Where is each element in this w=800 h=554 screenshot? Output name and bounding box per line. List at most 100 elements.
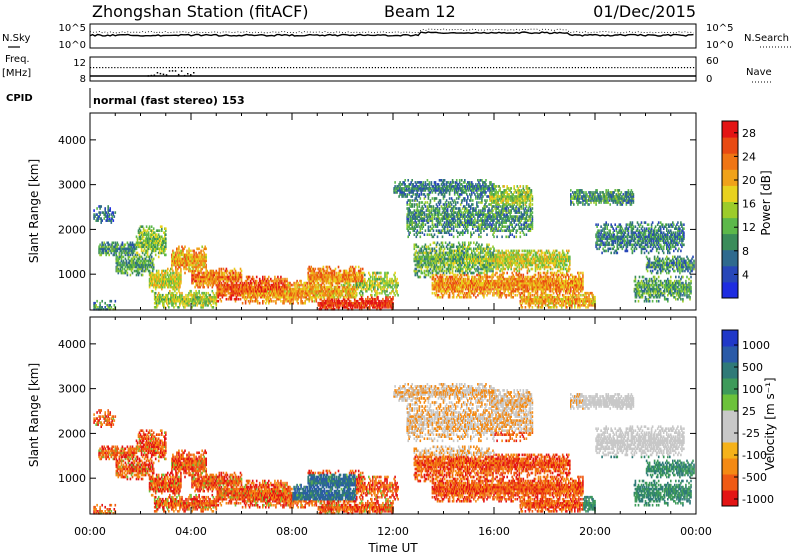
power-cell (150, 289, 153, 293)
power-cell (111, 247, 114, 251)
nave-dot (335, 67, 337, 69)
power-cell (138, 267, 141, 271)
power-cell (231, 281, 234, 285)
power-cell (244, 285, 247, 289)
power-cell (156, 293, 159, 297)
power-cell (135, 235, 138, 239)
nave-dot (244, 67, 246, 69)
power-cell (165, 273, 167, 277)
power-cell (188, 265, 190, 269)
power-cell (114, 249, 117, 253)
power-cell (172, 253, 174, 257)
power-cell (172, 259, 174, 263)
power-cell (97, 217, 99, 220)
power-cell (204, 299, 207, 303)
power-cell (245, 297, 248, 301)
power-cell (170, 283, 172, 287)
power-cell (228, 277, 231, 281)
power-cell (122, 247, 125, 251)
power-cell (164, 275, 166, 279)
power-cell (212, 275, 215, 279)
power-cell (154, 285, 157, 289)
nave-dot (171, 67, 173, 69)
power-cell (185, 261, 187, 265)
power-cell (145, 241, 148, 245)
power-cell (201, 275, 204, 279)
power-cell (198, 291, 200, 295)
power-cell (203, 257, 206, 261)
power-cell (252, 279, 255, 283)
nave-dot (277, 67, 280, 69)
power-cell (256, 301, 259, 305)
power-cell (185, 297, 187, 301)
power-cell (157, 275, 160, 279)
power-cell (151, 289, 154, 293)
power-cell (192, 277, 194, 281)
power-cell (228, 285, 231, 289)
power-cell (141, 225, 144, 229)
power-cell (151, 269, 154, 273)
power-cell (198, 271, 200, 275)
power-cell (206, 275, 209, 279)
power-cell (175, 304, 177, 307)
power-cell (211, 306, 214, 309)
power-cell (200, 279, 202, 283)
power-cell (236, 277, 239, 281)
power-cell (231, 277, 234, 281)
power-cell (226, 289, 229, 293)
power-cell (227, 297, 230, 301)
power-cell (227, 279, 230, 283)
power-cell (173, 287, 175, 291)
power-cell (141, 241, 144, 245)
power-cell (222, 277, 225, 281)
power-cell (152, 267, 155, 271)
power-cell (157, 301, 160, 305)
nave-dot (508, 67, 510, 69)
power-cell (164, 227, 166, 231)
power-cell (143, 247, 146, 251)
power-cell (201, 245, 204, 249)
power-cell (409, 199, 412, 202)
power-cell (201, 273, 204, 277)
power-cell (197, 255, 199, 259)
power-cell (174, 261, 176, 265)
power-cell (190, 253, 192, 257)
nave-dot (353, 67, 355, 69)
power-cell (118, 251, 121, 255)
power-cell (128, 251, 131, 255)
power-cell (188, 249, 190, 253)
power-cell (235, 295, 238, 299)
power-cell (151, 233, 154, 237)
power-cell (168, 306, 170, 309)
power-cell (127, 257, 130, 261)
power-cell (202, 255, 205, 259)
power-cell (99, 247, 101, 251)
power-cell (195, 257, 197, 261)
freq-tick-top: 12 (73, 58, 86, 69)
power-cell (164, 245, 166, 249)
power-cell (198, 283, 200, 287)
power-cell (224, 285, 227, 289)
power-cell (168, 299, 170, 303)
power-cell (150, 273, 153, 277)
power-cell (137, 273, 140, 277)
power-cell (149, 243, 152, 247)
power-cell (203, 255, 206, 259)
power-cell (244, 299, 247, 303)
power-cell (95, 219, 97, 222)
power-cell (198, 247, 200, 251)
power-cell (184, 257, 186, 261)
power-cell (180, 279, 182, 283)
power-cell (162, 241, 164, 245)
power-cell (163, 241, 165, 245)
nave-dot (259, 67, 261, 69)
power-cell (194, 277, 196, 281)
power-cell (217, 277, 220, 281)
power-cell (188, 269, 190, 273)
power-cell (171, 277, 173, 281)
power-cell (396, 289, 398, 293)
power-cell (147, 227, 150, 231)
power-cell (208, 273, 211, 277)
power-cell (188, 253, 190, 257)
power-cell (239, 267, 242, 271)
